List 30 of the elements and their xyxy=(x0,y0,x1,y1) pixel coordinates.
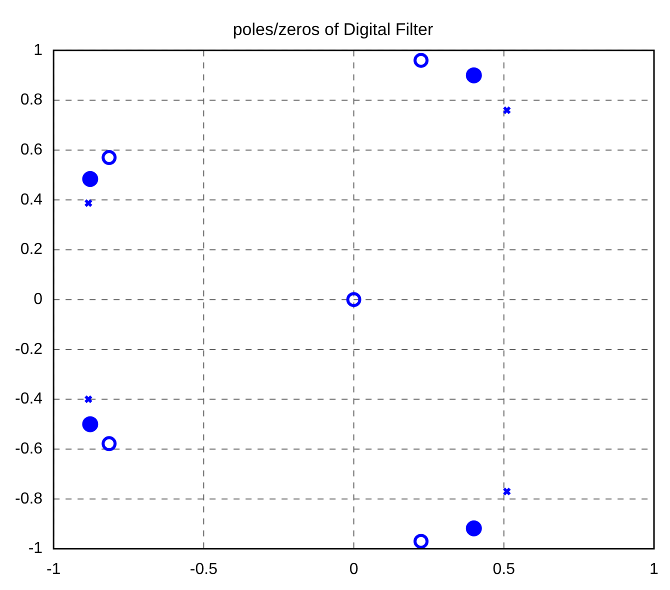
y-tick-label: -0.8 xyxy=(14,490,43,508)
y-tick-label: -1 xyxy=(28,540,43,558)
point xyxy=(84,198,93,208)
point xyxy=(82,170,98,187)
y-tick-label: -0.2 xyxy=(14,340,43,358)
y-tick-label: 0.8 xyxy=(20,92,43,109)
point xyxy=(466,67,482,84)
point xyxy=(414,52,429,68)
point xyxy=(466,520,482,536)
x-tick-label: -1 xyxy=(46,560,61,578)
x-tick-label: -0.5 xyxy=(190,560,218,578)
point xyxy=(84,394,93,404)
y-tick-label: 0 xyxy=(34,291,43,308)
y-tick-label: 0.4 xyxy=(20,191,43,208)
point xyxy=(346,292,362,308)
x-tick-label: 0.5 xyxy=(492,560,516,578)
point xyxy=(82,416,98,432)
y-tick-label: 0.2 xyxy=(20,241,43,258)
y-tick-label: -0.6 xyxy=(14,440,43,458)
y-tick-label: 1 xyxy=(34,42,43,59)
point xyxy=(102,150,117,166)
point xyxy=(102,436,117,452)
y-tick-label: 0.6 xyxy=(20,141,43,158)
point xyxy=(502,487,512,496)
point xyxy=(414,534,429,549)
x-tick-label: 0 xyxy=(349,560,358,578)
point xyxy=(502,106,512,115)
chart-title: poles/zeros of Digital Filter xyxy=(232,20,434,39)
x-tick-label: 1 xyxy=(650,560,659,578)
y-tick-label: -0.4 xyxy=(14,390,43,408)
